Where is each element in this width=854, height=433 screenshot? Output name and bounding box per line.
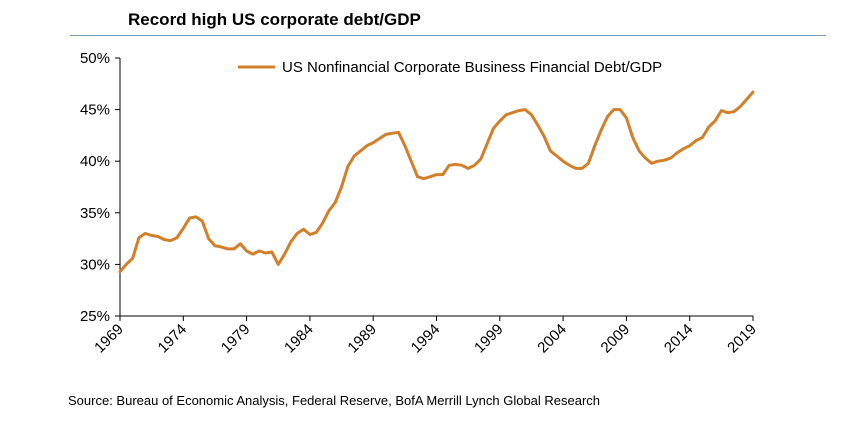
legend: US Nonfinancial Corporate Business Finan… xyxy=(238,59,662,76)
x-tick-label: 1994 xyxy=(408,321,444,357)
line-chart: 25%30%35%40%45%50% 1969 1974 1979 1984 1989 1… xyxy=(80,50,760,356)
source-note: Source: Bureau of Economic Analysis, Fed… xyxy=(68,393,601,408)
legend-label: US Nonfinancial Corporate Business Finan… xyxy=(282,59,662,76)
series-lines xyxy=(118,90,755,274)
x-tick-label: 2019 xyxy=(724,321,760,357)
x-tick-label: 1984 xyxy=(281,321,317,357)
y-tick-label: 30% xyxy=(80,256,110,273)
y-tick-label: 50% xyxy=(80,50,110,67)
y-tick-label: 45% xyxy=(80,102,110,119)
y-axis-ticks: 25% 30% 35% 40% 45% 50% xyxy=(80,50,120,325)
x-tick-label: 2014 xyxy=(661,321,697,357)
chart-title: Record high US corporate debt/GDP xyxy=(128,10,421,29)
y-tick-label: 40% xyxy=(80,153,110,170)
x-tick-label: 1999 xyxy=(471,321,507,357)
x-tick-label: 1974 xyxy=(155,321,191,357)
x-tick-label: 1989 xyxy=(344,321,380,357)
series-line xyxy=(118,90,755,274)
y-tick-label: 25% xyxy=(80,308,110,325)
y-tick-label: 35% xyxy=(80,205,110,222)
title-divider xyxy=(70,35,826,36)
x-tick-label: 1979 xyxy=(218,321,254,357)
x-tick-label: 2004 xyxy=(534,321,570,357)
x-tick-label: 2009 xyxy=(598,321,634,357)
x-tick-label: 1969 xyxy=(91,321,127,357)
chart-axes xyxy=(119,58,753,317)
x-axis-ticks: 1969 1974 1979 1984 1989 1994 1999 2004 2009 2014… xyxy=(91,316,760,356)
